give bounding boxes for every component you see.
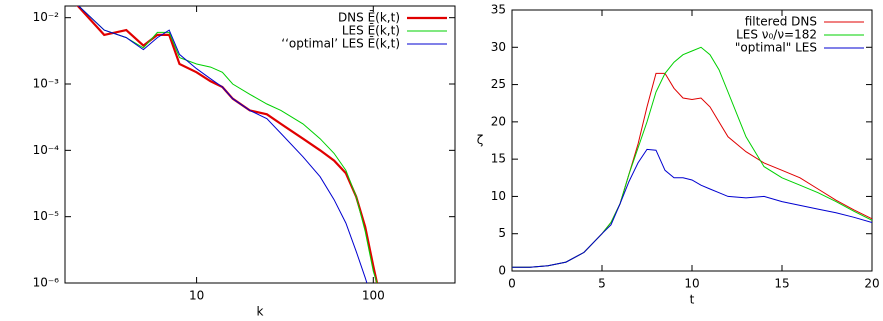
plot-frame xyxy=(64,5,456,284)
y-tick-label: 0 xyxy=(498,264,506,278)
y-tick-label: 10⁻⁶ xyxy=(33,276,60,290)
series-line xyxy=(512,148,872,268)
x-axis-label: k xyxy=(257,305,264,319)
x-axis-label: t xyxy=(690,293,695,307)
plot-frame xyxy=(511,9,873,272)
legend-label: filtered DNS xyxy=(745,15,817,29)
y-tick-label: 35 xyxy=(491,3,506,17)
legend-label: DNS Ē(k,t) xyxy=(338,11,400,25)
y-tick-label: 5 xyxy=(498,226,506,240)
legend-label: LES ν₀/ν=182 xyxy=(736,28,817,42)
legend-label: "optimal" LES xyxy=(735,41,817,55)
y-tick-label: 10⁻⁴ xyxy=(33,143,60,157)
series-line xyxy=(512,72,872,268)
x-tick-label: 100 xyxy=(362,289,385,303)
series-line xyxy=(512,46,872,268)
x-tick-label: 10 xyxy=(189,289,204,303)
plot-area xyxy=(76,6,379,283)
y-axis-label: ζ xyxy=(477,133,484,147)
legend-label: ‘‘optimal’ LES Ē(k,t) xyxy=(281,37,400,51)
series-line xyxy=(77,6,368,283)
y-tick-label: 10 xyxy=(491,189,506,203)
plot-area xyxy=(512,46,872,268)
y-tick-label: 15 xyxy=(491,152,506,166)
x-tick-label: 5 xyxy=(598,277,606,291)
y-tick-label: 25 xyxy=(491,77,506,91)
x-tick-label: 20 xyxy=(864,277,879,291)
series-line xyxy=(77,6,378,283)
y-tick-label: 30 xyxy=(491,40,506,54)
y-tick-label: 20 xyxy=(491,114,506,128)
x-tick-label: 10 xyxy=(684,277,699,291)
legend-label: LES Ē(k,t) xyxy=(342,24,400,38)
y-tick-label: 10⁻⁵ xyxy=(33,209,60,223)
x-tick-label: 15 xyxy=(774,277,789,291)
y-tick-label: 10⁻³ xyxy=(33,77,60,91)
x-tick-label: 0 xyxy=(508,277,516,291)
y-tick-label: 10⁻² xyxy=(33,10,60,24)
